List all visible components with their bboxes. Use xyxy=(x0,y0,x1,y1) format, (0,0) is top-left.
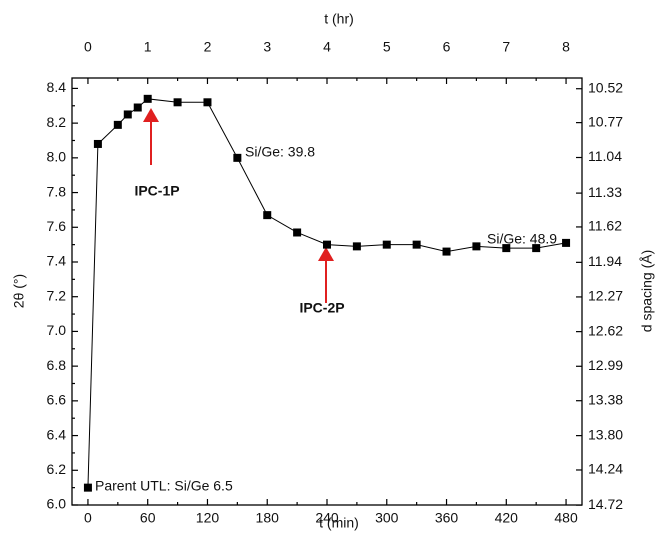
y-tick-label: 8.0 xyxy=(47,149,67,165)
x-tick-label: 300 xyxy=(375,510,399,526)
annotation: IPC-1P xyxy=(134,183,179,199)
x2-tick-label: 1 xyxy=(144,39,152,55)
data-point xyxy=(83,483,92,492)
y-tick-label: 7.2 xyxy=(47,287,67,303)
x-tick-label: 420 xyxy=(495,510,519,526)
y-tick-label: 8.2 xyxy=(47,114,67,130)
annotation: Si/Ge: 39.8 xyxy=(245,144,315,160)
x-tick-label: 480 xyxy=(554,510,578,526)
annotation: Si/Ge: 48.9 xyxy=(487,231,557,247)
x2-tick-label: 2 xyxy=(204,39,212,55)
data-point xyxy=(293,228,302,237)
y-tick-label: 6.0 xyxy=(47,496,67,512)
arrow xyxy=(318,247,334,303)
y-axis-label: 2θ (°) xyxy=(11,274,27,308)
y2-tick-label: 13.80 xyxy=(588,426,623,442)
annotation: Parent UTL: Si/Ge 6.5 xyxy=(95,478,233,494)
x-tick-label: 360 xyxy=(435,510,459,526)
y-tick-label: 7.6 xyxy=(47,218,67,234)
y2-tick-label: 14.24 xyxy=(588,461,623,477)
data-point xyxy=(133,103,142,112)
y-tick-label: 6.4 xyxy=(47,426,67,442)
y-tick-label: 6.6 xyxy=(47,392,67,408)
x2-tick-label: 7 xyxy=(502,39,510,55)
x2-axis-label: t (hr) xyxy=(324,11,354,27)
y2-tick-label: 12.27 xyxy=(588,288,623,304)
y-tick-label: 7.4 xyxy=(47,253,67,269)
data-point xyxy=(323,240,331,249)
x-tick-label: 240 xyxy=(315,510,339,526)
y2-tick-label: 10.52 xyxy=(588,79,623,95)
data-point xyxy=(532,244,541,253)
data-point xyxy=(382,240,391,249)
y2-tick-label: 11.94 xyxy=(588,253,622,269)
data-point xyxy=(93,139,102,148)
x-tick-label: 0 xyxy=(84,510,92,526)
y-tick-label: 7.8 xyxy=(47,183,67,199)
data-point xyxy=(203,98,212,107)
arrow xyxy=(143,108,159,165)
data-point xyxy=(123,110,132,119)
y2-tick-label: 12.62 xyxy=(588,322,623,338)
y2-tick-label: 11.33 xyxy=(588,184,622,200)
y-tick-label: 8.4 xyxy=(47,79,67,95)
data-point xyxy=(442,247,451,256)
y2-tick-label: 10.77 xyxy=(588,113,623,129)
x-axis-label: t (min) xyxy=(319,515,359,531)
data-point xyxy=(143,94,152,103)
x2-tick-label: 3 xyxy=(263,39,271,55)
y2-tick-label: 14.72 xyxy=(588,496,623,512)
data-point xyxy=(352,242,361,251)
x-tick-label: 60 xyxy=(140,510,156,526)
data-point xyxy=(173,98,182,107)
data-point xyxy=(263,211,272,220)
data-point xyxy=(502,244,511,253)
x-tick-label: 120 xyxy=(196,510,220,526)
y2-tick-label: 11.04 xyxy=(588,148,622,164)
x2-tick-label: 0 xyxy=(84,39,92,55)
y-tick-label: 6.8 xyxy=(47,357,67,373)
y2-tick-label: 11.62 xyxy=(588,218,622,234)
y2-tick-label: 12.99 xyxy=(588,357,623,373)
data-point xyxy=(113,120,122,129)
y2-tick-label: 13.38 xyxy=(588,391,623,407)
annotation: IPC-2P xyxy=(299,300,344,316)
x2-tick-label: 8 xyxy=(562,39,570,55)
data-point xyxy=(233,153,242,162)
data-point xyxy=(472,242,481,251)
x2-tick-label: 6 xyxy=(443,39,451,55)
y-tick-label: 7.0 xyxy=(47,322,67,338)
x2-tick-label: 5 xyxy=(383,39,391,55)
y-tick-label: 6.2 xyxy=(47,461,67,477)
x2-tick-label: 4 xyxy=(323,39,331,55)
x-tick-label: 180 xyxy=(256,510,280,526)
data-point xyxy=(412,240,421,249)
y2-axis-label: d spacing (Å) xyxy=(639,250,655,332)
data-point xyxy=(562,238,571,247)
